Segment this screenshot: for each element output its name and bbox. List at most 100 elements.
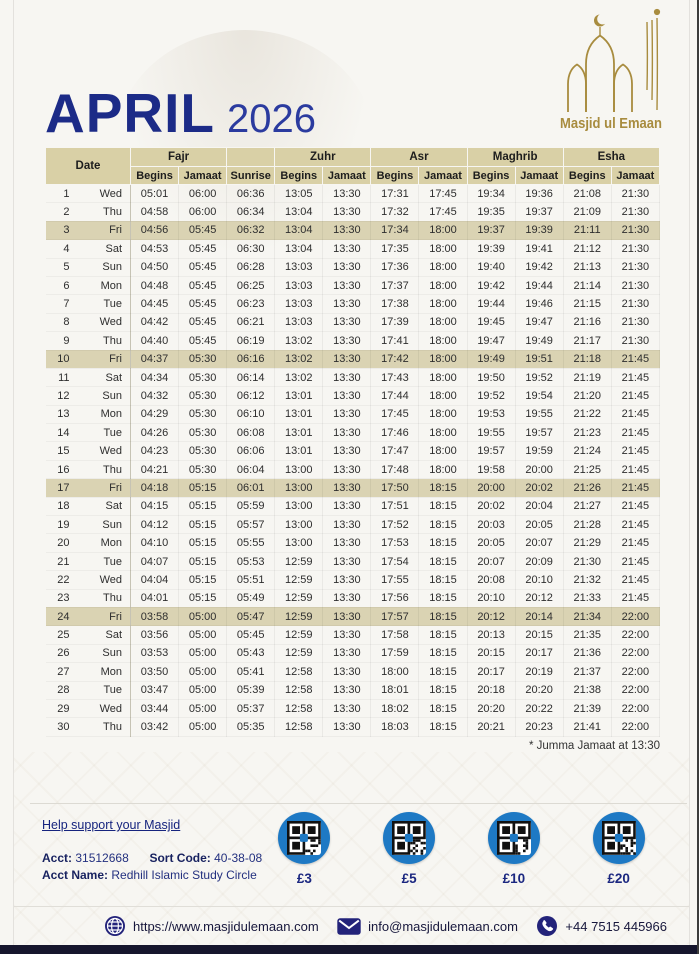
time-cell: 21:20 — [563, 386, 612, 406]
time-cell: 04:34 — [130, 368, 180, 388]
time-cell: 18:00 — [418, 405, 468, 425]
sunrise-header: Sunrise — [226, 166, 276, 185]
date-cell: 17 Fri — [45, 478, 131, 498]
phone-link[interactable]: +44 7515 445966 — [536, 915, 667, 937]
time-cell: 21:16 — [563, 313, 612, 333]
time-cell: 13:30 — [322, 570, 372, 590]
time-cell: 21:17 — [563, 331, 612, 351]
time-cell: 13:30 — [322, 239, 372, 259]
time-cell: 19:49 — [515, 331, 564, 351]
time-cell: 19:37 — [467, 221, 516, 241]
time-cell: 05:53 — [226, 552, 276, 572]
time-cell: 18:00 — [418, 460, 468, 480]
time-cell: 19:36 — [515, 184, 564, 204]
donation-amount: £20 — [607, 871, 630, 886]
time-cell: 21:12 — [563, 239, 612, 259]
account-number-line: Acct: 31512668 Sort Code: 40-38-08 — [42, 850, 272, 867]
time-cell: 21:08 — [563, 184, 612, 204]
acct-label: Acct: — [42, 851, 73, 865]
email-link[interactable]: info@masjidulemaan.com — [337, 917, 518, 935]
esha-jamaat-header: Jamaat — [610, 166, 661, 185]
time-cell: 06:16 — [226, 350, 276, 369]
date-number: 5 — [63, 261, 70, 274]
time-cell: 17:32 — [370, 202, 420, 222]
time-cell: 21:30 — [611, 313, 661, 333]
time-cell: 05:43 — [226, 644, 276, 664]
time-cell: 13:03 — [274, 313, 324, 333]
time-cell: 06:08 — [226, 423, 276, 443]
day-name: Thu — [103, 592, 122, 605]
donate-gbp20-button[interactable]: £20 — [592, 812, 645, 886]
time-cell: 03:42 — [130, 717, 180, 737]
time-cell: 21:45 — [611, 533, 661, 553]
bottom-dark-bar — [0, 945, 699, 954]
time-cell: 05:15 — [178, 497, 228, 517]
timetable-row: 15 Wed 04:23 05:30 06:06 13:01 13:30 17:47 18:00… — [45, 441, 661, 461]
time-cell: 17:38 — [370, 294, 420, 314]
time-cell: 03:53 — [130, 644, 180, 664]
time-cell: 20:19 — [515, 662, 564, 682]
time-cell: 22:00 — [611, 662, 661, 682]
time-cell: 13:30 — [322, 423, 372, 443]
help-support-link[interactable]: Help support your Masjid — [42, 818, 181, 832]
day-name: Tue — [103, 684, 122, 697]
time-cell: 19:49 — [467, 350, 516, 369]
time-cell: 13:30 — [322, 625, 372, 645]
contact-bar: https://www.masjidulemaan.com info@masji… — [14, 906, 689, 945]
time-cell: 12:59 — [274, 644, 324, 664]
day-name: Fri — [109, 224, 122, 237]
time-cell: 13:30 — [322, 368, 372, 388]
time-cell: 04:50 — [130, 258, 180, 277]
timetable-row: 3 Fri 04:56 05:45 06:32 13:04 13:30 17:34 18:00 1… — [45, 221, 661, 241]
time-cell: 13:30 — [322, 662, 372, 682]
time-cell: 19:55 — [515, 405, 564, 425]
time-cell: 13:30 — [322, 313, 372, 333]
zuhr-begins-header: Begins — [274, 166, 324, 185]
time-cell: 19:51 — [515, 350, 564, 369]
esha-begins-header: Begins — [562, 166, 612, 185]
website-link[interactable]: https://www.masjidulemaan.com — [104, 915, 319, 937]
time-cell: 06:36 — [226, 184, 276, 204]
time-cell: 05:45 — [178, 276, 228, 296]
time-cell: 13:30 — [322, 294, 372, 314]
time-cell: 06:00 — [178, 184, 228, 204]
timetable-row: 12 Sun 04:32 05:30 06:12 13:01 13:30 17:44 18:00… — [45, 386, 661, 406]
day-name: Sun — [102, 518, 122, 531]
time-cell: 17:42 — [370, 350, 420, 369]
time-cell: 05:45 — [178, 239, 228, 259]
day-name: Thu — [103, 206, 122, 219]
time-cell: 21:30 — [611, 239, 661, 259]
phone-icon — [537, 916, 558, 936]
time-cell: 04:53 — [130, 239, 180, 259]
time-cell: 05:30 — [178, 423, 228, 443]
time-cell: 04:32 — [130, 386, 180, 406]
time-cell: 21:24 — [563, 441, 612, 461]
time-cell: 06:12 — [226, 386, 276, 406]
time-cell: 21:33 — [563, 589, 612, 608]
time-cell: 20:23 — [515, 717, 564, 737]
time-cell: 19:47 — [515, 313, 564, 333]
time-cell: 04:26 — [130, 423, 180, 443]
time-cell: 20:14 — [515, 607, 564, 627]
time-cell: 17:53 — [370, 533, 420, 553]
time-cell: 05:39 — [226, 681, 276, 700]
donate-gbp10-button[interactable]: £10 — [487, 812, 540, 886]
time-cell: 22:00 — [611, 681, 661, 700]
time-cell: 05:51 — [226, 570, 276, 590]
donate-gbp5-button[interactable]: £5 — [383, 812, 436, 886]
esha-group-header: Esha — [562, 147, 661, 167]
time-cell: 20:03 — [467, 515, 516, 535]
timetable-row: 4 Sat 04:53 05:45 06:30 13:04 13:30 17:35 18:00 1… — [45, 239, 661, 259]
donate-gbp3-button[interactable]: £3 — [278, 812, 331, 886]
timetable-row: 26 Sun 03:53 05:00 05:43 12:59 13:30 17:59 18:15… — [45, 644, 661, 664]
time-cell: 05:35 — [226, 717, 276, 737]
page-right-border — [689, 0, 690, 954]
time-cell: 05:57 — [226, 515, 276, 535]
day-name: Sat — [105, 500, 122, 513]
time-cell: 13:02 — [274, 350, 324, 369]
time-cell: 20:05 — [467, 533, 516, 553]
time-cell: 05:00 — [178, 717, 228, 737]
date-number: 12 — [57, 389, 70, 402]
time-cell: 04:29 — [130, 405, 180, 425]
qr-circle — [383, 812, 436, 864]
